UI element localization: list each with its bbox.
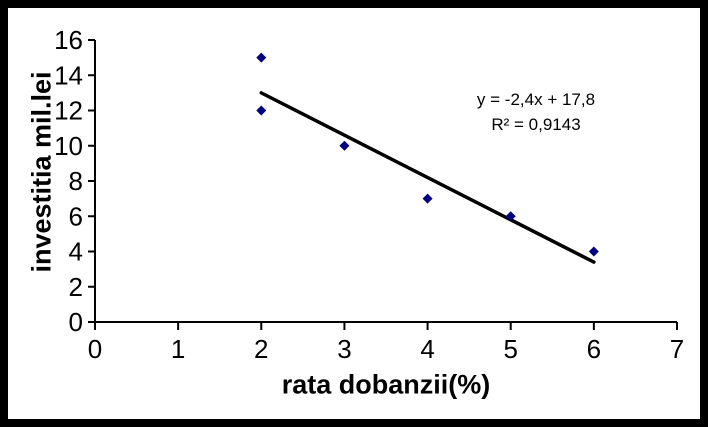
y-tick-label: 8 xyxy=(69,166,83,196)
data-point xyxy=(422,193,433,204)
data-point xyxy=(339,140,350,151)
y-tick-label: 6 xyxy=(69,201,83,231)
x-tick-label: 3 xyxy=(337,334,351,364)
x-tick-label: 4 xyxy=(420,334,434,364)
x-tick-label: 6 xyxy=(587,334,601,364)
data-point xyxy=(256,52,267,63)
y-tick-label: 14 xyxy=(54,60,83,90)
y-tick-label: 16 xyxy=(54,25,83,55)
trendline xyxy=(259,91,596,264)
y-axis-title: investitia mil.lei xyxy=(26,71,57,273)
y-tick-label: 0 xyxy=(69,307,83,337)
x-tick-label: 1 xyxy=(171,334,185,364)
data-point xyxy=(256,105,267,116)
y-tick-label: 10 xyxy=(54,131,83,161)
trendline-equation-label: y = -2,4x + 17,8 xyxy=(476,90,596,109)
y-tick-label: 2 xyxy=(69,272,83,302)
x-tick-label: 7 xyxy=(670,334,684,364)
y-tick-label: 4 xyxy=(69,237,83,267)
x-tick-label: 0 xyxy=(88,334,102,364)
x-axis-title: rata dobanzii(%) xyxy=(281,369,491,400)
y-tick-label: 12 xyxy=(54,96,83,126)
x-tick-label: 5 xyxy=(503,334,517,364)
data-point xyxy=(588,246,599,257)
data-point xyxy=(505,211,516,222)
chart-canvas xyxy=(8,8,700,419)
trendline-annotation: y = -2,4x + 17,8 R² = 0,9143 xyxy=(477,87,595,137)
r-squared-label: R² = 0,9143 xyxy=(491,115,581,134)
x-tick-label: 2 xyxy=(254,334,268,364)
